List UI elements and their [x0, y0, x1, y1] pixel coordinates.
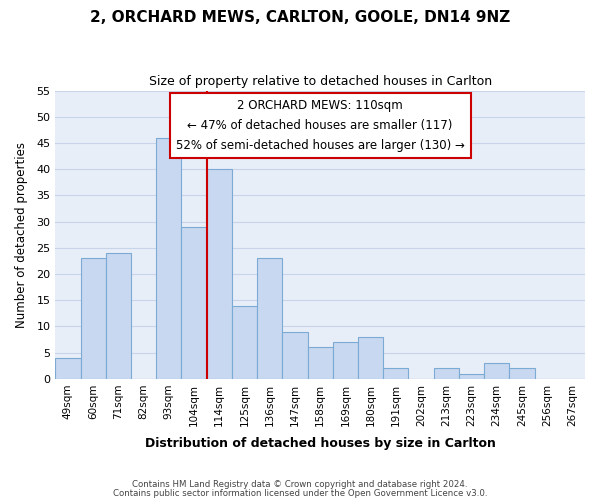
Bar — [333, 342, 358, 379]
Text: Contains public sector information licensed under the Open Government Licence v3: Contains public sector information licen… — [113, 488, 487, 498]
Bar — [181, 227, 206, 379]
Bar — [80, 258, 106, 379]
Text: 2, ORCHARD MEWS, CARLTON, GOOLE, DN14 9NZ: 2, ORCHARD MEWS, CARLTON, GOOLE, DN14 9N… — [90, 10, 510, 25]
X-axis label: Distribution of detached houses by size in Carlton: Distribution of detached houses by size … — [145, 437, 496, 450]
Bar — [484, 363, 509, 379]
Y-axis label: Number of detached properties: Number of detached properties — [15, 142, 28, 328]
Bar — [434, 368, 459, 379]
Bar — [358, 337, 383, 379]
Bar — [55, 358, 80, 379]
Title: Size of property relative to detached houses in Carlton: Size of property relative to detached ho… — [149, 75, 492, 88]
Text: 2 ORCHARD MEWS: 110sqm
← 47% of detached houses are smaller (117)
52% of semi-de: 2 ORCHARD MEWS: 110sqm ← 47% of detached… — [176, 99, 464, 152]
Bar — [232, 306, 257, 379]
Bar — [283, 332, 308, 379]
Bar — [459, 374, 484, 379]
Bar — [308, 348, 333, 379]
Bar — [257, 258, 283, 379]
Bar — [509, 368, 535, 379]
Text: Contains HM Land Registry data © Crown copyright and database right 2024.: Contains HM Land Registry data © Crown c… — [132, 480, 468, 489]
Bar — [106, 253, 131, 379]
Bar — [156, 138, 181, 379]
Bar — [206, 169, 232, 379]
Bar — [383, 368, 409, 379]
